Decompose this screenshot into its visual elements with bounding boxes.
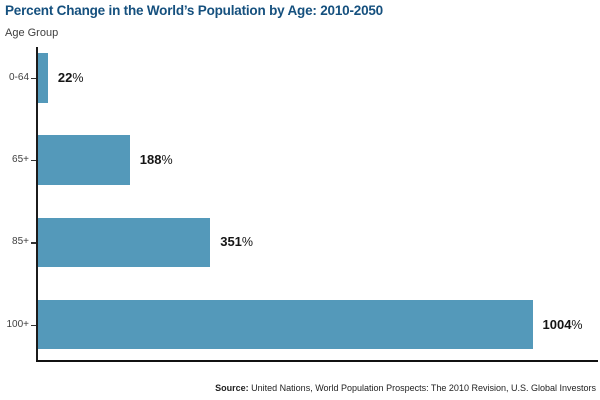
bar [37,53,48,103]
category-label: 0-64 [8,71,29,83]
bar-value-label: 351% [220,234,253,250]
chart-title: Percent Change in the World’s Population… [5,3,383,18]
y-axis-line [36,47,38,361]
y-axis-label: Age Group [5,27,59,39]
bar-value-number: 351 [220,234,242,250]
bar-value-label: 22% [58,70,84,86]
category-label: 85+ [12,236,29,248]
axis-tick-mark [30,242,36,244]
source-label: Source: [215,383,249,393]
x-axis-line [36,359,598,362]
bar-value-number: 188 [139,152,162,168]
source-text-inner: United Nations, World Population Prospec… [251,383,596,393]
axis-tick-mark [30,77,36,80]
bar-value-number: 22 [57,69,73,85]
bar [37,135,130,185]
bar-value-suffix: % [241,235,254,250]
source-text: United Nations, World Population Prospec… [251,383,596,393]
category-label: 100+ [6,318,29,330]
bar [37,299,533,350]
axis-tick-mark [30,324,36,326]
source-note: Source: United Nations, World Population… [215,383,596,393]
bar [37,217,211,268]
bar-value-number: 1004 [542,316,572,332]
bar-value-label: 188% [140,152,173,168]
bar-value-suffix: % [571,317,583,332]
bar-value-suffix: % [72,70,84,85]
bar-value-label: 1004% [543,317,583,333]
bar-value-suffix: % [161,153,173,168]
category-label: 65+ [12,154,29,166]
axis-tick-mark [30,160,36,162]
